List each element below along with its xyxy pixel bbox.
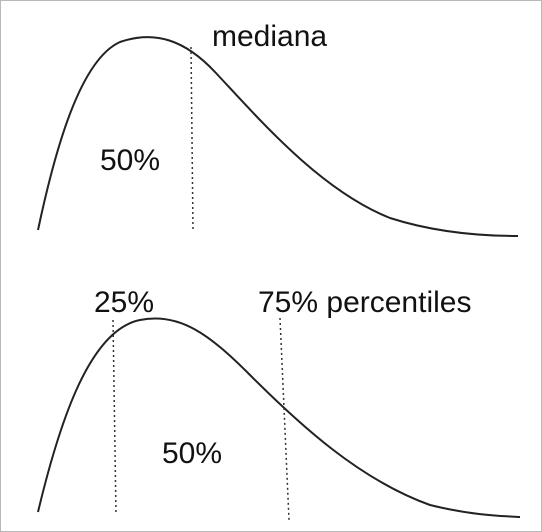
bottom-area-percent-label: 50% <box>162 437 223 470</box>
median-label: mediana <box>212 20 328 53</box>
bottom-distribution-curve <box>37 317 521 518</box>
top-area-percent-label: 50% <box>100 144 161 177</box>
p25-label: 25% <box>94 286 155 319</box>
top-distribution-curve <box>37 36 519 237</box>
median-marker-line <box>190 46 194 231</box>
p75-marker-line <box>279 317 290 521</box>
p25-marker-line <box>112 319 117 516</box>
p75-percentiles-label: 75% percentiles <box>258 286 472 319</box>
